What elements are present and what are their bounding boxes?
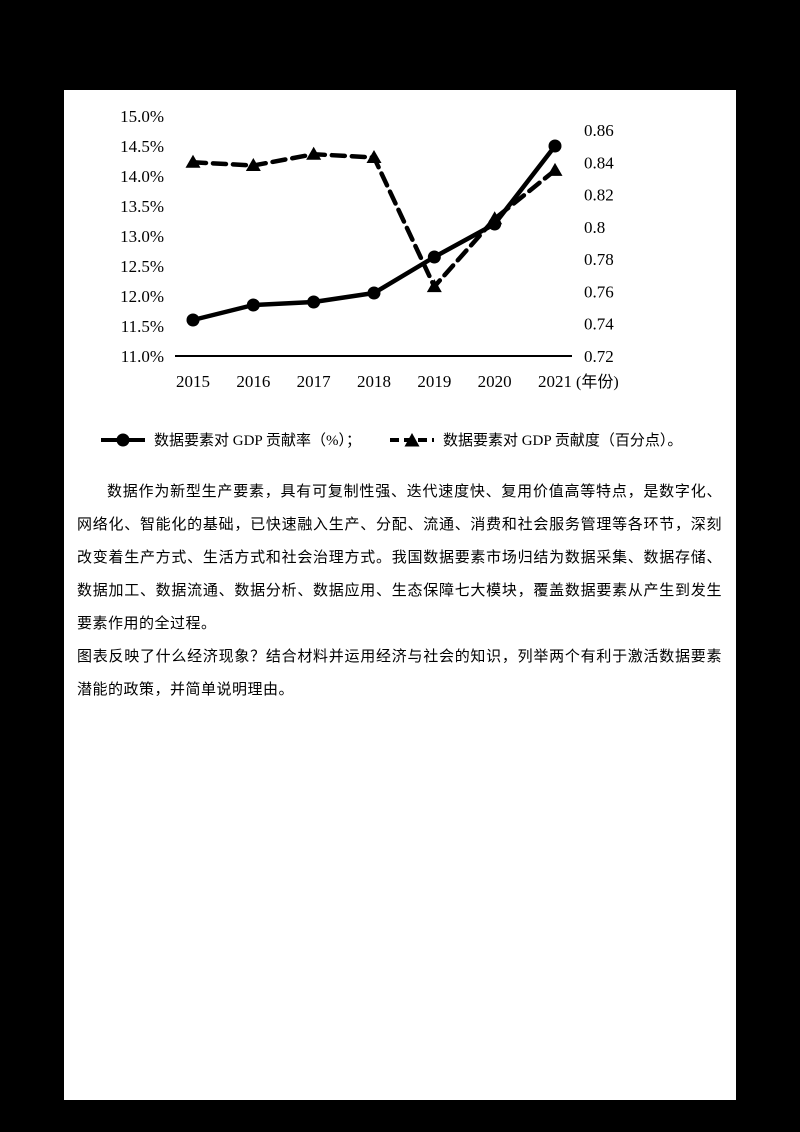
triangle-marker-icon — [389, 432, 434, 446]
svg-text:0.86: 0.86 — [584, 121, 614, 140]
svg-text:12.5%: 12.5% — [120, 257, 164, 276]
svg-text:(年份): (年份) — [576, 373, 619, 391]
svg-text:2021: 2021 — [538, 372, 572, 391]
svg-text:2019: 2019 — [417, 372, 451, 391]
svg-text:0.84: 0.84 — [584, 153, 614, 172]
svg-text:13.5%: 13.5% — [120, 197, 164, 216]
svg-text:2018: 2018 — [357, 372, 391, 391]
svg-text:0.8: 0.8 — [584, 218, 605, 237]
chart-svg: 15.0% 14.5% 14.0% 13.5% 13.0% 12.5% 12.0% 11.5%… — [120, 107, 619, 391]
chart-legend: 数据要素对 GDP 贡献率（%）； 数据要素对 GDP 贡献度（百分点）。 — [100, 429, 736, 450]
document-page: 15.0% 14.5% 14.0% 13.5% 13.0% 12.5% 12.0% 11.5%… — [64, 90, 736, 1100]
svg-text:12.0%: 12.0% — [120, 287, 164, 306]
legend-label-contribution-rate: 数据要素对 GDP 贡献率（%）； — [154, 433, 361, 449]
legend-item-contribution-rate: 数据要素对 GDP 贡献率（%）； — [100, 429, 361, 450]
legend-item-contribution-degree: 数据要素对 GDP 贡献度（百分点）。 — [389, 429, 682, 450]
svg-text:13.0%: 13.0% — [120, 227, 164, 246]
svg-text:14.5%: 14.5% — [120, 137, 164, 156]
circle-marker-icon — [101, 433, 145, 446]
question-paragraph: 图表反映了什么经济现象？结合材料并运用经济与社会的知识，列举两个有利于激活数据要… — [77, 649, 722, 698]
svg-text:15.0%: 15.0% — [120, 107, 164, 126]
svg-text:0.74: 0.74 — [584, 315, 614, 334]
svg-text:0.76: 0.76 — [584, 282, 614, 301]
legend-label-contribution-degree: 数据要素对 GDP 贡献度（百分点）。 — [442, 433, 683, 449]
svg-text:0.72: 0.72 — [584, 347, 614, 366]
svg-text:0.78: 0.78 — [584, 250, 614, 269]
svg-text:11.5%: 11.5% — [121, 317, 164, 336]
svg-text:2020: 2020 — [478, 372, 512, 391]
svg-text:0.82: 0.82 — [584, 186, 614, 205]
material-paragraph: 数据作为新型生产要素，具有可复制性强、迭代速度快、复用价值高等特点，是数字化、网… — [77, 484, 722, 632]
svg-text:2015: 2015 — [176, 372, 210, 391]
document-text: 数据作为新型生产要素，具有可复制性强、迭代速度快、复用价值高等特点，是数字化、网… — [77, 476, 722, 707]
chart: 15.0% 14.5% 14.0% 13.5% 13.0% 12.5% 12.0% 11.5%… — [92, 104, 736, 409]
svg-text:14.0%: 14.0% — [120, 167, 164, 186]
svg-text:2016: 2016 — [236, 372, 270, 391]
svg-text:11.0%: 11.0% — [121, 347, 164, 366]
svg-text:2017: 2017 — [297, 372, 332, 391]
